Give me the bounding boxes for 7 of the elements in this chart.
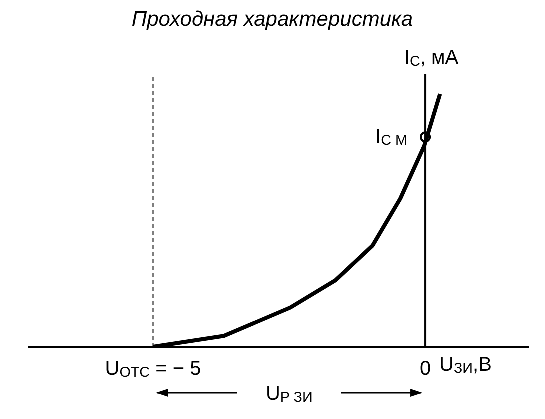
x-axis-title: U$_{ЗИ}$,В: [440, 354, 492, 377]
x-tick-label: 0: [420, 358, 432, 380]
annotation: I$_{C М}$: [376, 126, 408, 150]
x-tick-label: U$_{ОТС}$ = − 5: [105, 358, 202, 381]
text: U$_{P ЗИ}$: [266, 383, 313, 406]
y-axis-title: I$_{C}$, мА: [404, 47, 460, 70]
chart-title: Проходная характеристика: [130, 8, 414, 33]
